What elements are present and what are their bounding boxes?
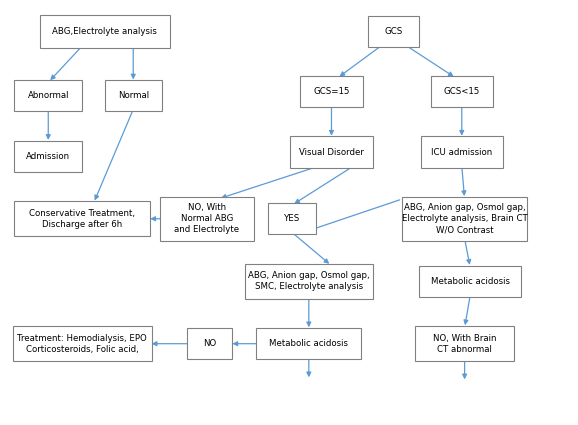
FancyBboxPatch shape <box>160 197 254 241</box>
FancyBboxPatch shape <box>419 266 521 297</box>
Text: Abnormal: Abnormal <box>28 91 69 100</box>
Text: ICU admission: ICU admission <box>431 147 492 156</box>
Text: NO: NO <box>203 339 216 348</box>
Text: Admission: Admission <box>26 152 71 161</box>
FancyBboxPatch shape <box>402 197 527 241</box>
FancyBboxPatch shape <box>257 328 361 359</box>
Text: GCS: GCS <box>385 27 403 36</box>
Text: NO, With Brain
CT abnormal: NO, With Brain CT abnormal <box>433 334 497 354</box>
FancyBboxPatch shape <box>415 326 514 361</box>
Text: Normal: Normal <box>118 91 149 100</box>
FancyBboxPatch shape <box>431 76 493 108</box>
Text: YES: YES <box>284 214 300 223</box>
Text: GCS=15: GCS=15 <box>313 87 350 96</box>
Text: GCS<15: GCS<15 <box>443 87 480 96</box>
FancyBboxPatch shape <box>245 264 373 299</box>
Text: Metabolic acidosis: Metabolic acidosis <box>431 277 510 286</box>
Text: Visual Disorder: Visual Disorder <box>299 147 364 156</box>
FancyBboxPatch shape <box>368 16 419 47</box>
Text: ABG, Anion gap, Osmol gap,
SMC, Electrolyte analysis: ABG, Anion gap, Osmol gap, SMC, Electrol… <box>248 271 370 291</box>
FancyBboxPatch shape <box>40 15 170 48</box>
Text: Conservative Treatment,
Discharge after 6h: Conservative Treatment, Discharge after … <box>29 209 135 229</box>
Text: Metabolic acidosis: Metabolic acidosis <box>269 339 349 348</box>
Text: Treatment: Hemodialysis, EPO
Corticosteroids, Folic acid,: Treatment: Hemodialysis, EPO Corticoster… <box>17 334 147 354</box>
FancyBboxPatch shape <box>13 326 151 361</box>
FancyBboxPatch shape <box>290 136 373 168</box>
FancyBboxPatch shape <box>301 76 362 108</box>
Text: NO, With
Normal ABG
and Electrolyte: NO, With Normal ABG and Electrolyte <box>175 203 239 234</box>
FancyBboxPatch shape <box>268 203 316 234</box>
FancyBboxPatch shape <box>14 201 150 236</box>
FancyBboxPatch shape <box>421 136 503 168</box>
FancyBboxPatch shape <box>14 80 82 111</box>
FancyBboxPatch shape <box>105 80 161 111</box>
FancyBboxPatch shape <box>187 328 232 359</box>
Text: ABG, Anion gap, Osmol gap,
Electrolyte analysis, Brain CT
W/O Contrast: ABG, Anion gap, Osmol gap, Electrolyte a… <box>402 203 528 234</box>
FancyBboxPatch shape <box>14 141 82 172</box>
Text: ABG,Electrolyte analysis: ABG,Electrolyte analysis <box>53 27 157 36</box>
